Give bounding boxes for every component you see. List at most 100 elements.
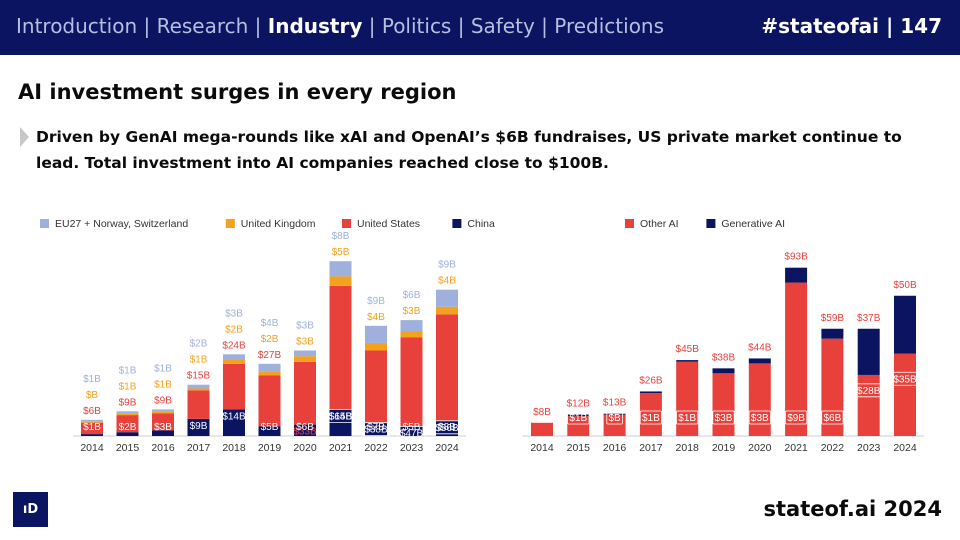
data-label-generative-ai: $9B <box>787 413 805 424</box>
data-label-box <box>748 410 771 425</box>
bar-generative-ai-2019 <box>712 368 735 374</box>
bar-generative-ai-2020 <box>748 358 771 364</box>
data-label-united-states: $38B <box>364 425 388 436</box>
nav-separator: | <box>451 14 471 38</box>
x-tick-label: 2018 <box>676 442 700 454</box>
x-tick-label: 2024 <box>893 442 917 454</box>
bar-china-2016 <box>152 430 174 436</box>
bar-eu27-norway-switzerland-2015 <box>116 411 139 414</box>
bar-china-2015 <box>116 432 139 436</box>
bar-generative-ai-2022 <box>821 328 844 339</box>
bar-china-2018 <box>223 409 245 436</box>
bar-other-ai-2022 <box>821 338 844 436</box>
bar-united-kingdom-2014 <box>81 421 103 423</box>
bar-other-ai-2024 <box>894 353 916 436</box>
bar-eu27-norway-switzerland-2014 <box>81 419 103 422</box>
x-tick-label: 2021 <box>329 442 353 454</box>
x-tick-label: 2017 <box>187 442 211 454</box>
data-label-china: $8B <box>438 422 456 433</box>
bar-eu27-norway-switzerland-2021 <box>329 261 352 277</box>
legend-label: Other AI <box>640 218 679 230</box>
data-label-box <box>676 410 699 425</box>
data-label-china: $5B <box>261 422 279 433</box>
bar-united-kingdom-2016 <box>152 411 174 414</box>
x-tick-label: 2019 <box>258 442 282 454</box>
bar-united-kingdom-2015 <box>116 413 139 416</box>
legend-label: China <box>467 218 495 230</box>
data-label-generative-ai: $35B <box>893 374 917 385</box>
bar-generative-ai-2024 <box>894 295 916 354</box>
data-label-box <box>854 383 883 398</box>
data-label-other-ai: $50B <box>893 280 917 291</box>
nav-separator: | <box>534 14 555 38</box>
data-label-united-states: $47B <box>400 429 424 440</box>
data-label-united-states: $9B <box>119 397 137 408</box>
data-label-united-states: $15B <box>187 371 211 382</box>
bar-other-ai-2023 <box>857 374 880 436</box>
bar-united-states-2015 <box>116 415 139 433</box>
bar-united-states-2021 <box>329 285 352 410</box>
data-label-generative-ai: $1B <box>642 413 660 424</box>
header-bar: Introduction | Research | Industry | Pol… <box>0 0 960 55</box>
data-label-generative-ai: $28B <box>857 386 881 397</box>
bar-united-kingdom-2022 <box>365 342 387 351</box>
bar-eu27-norway-switzerland-2022 <box>365 325 387 343</box>
bar-other-ai-2014 <box>531 422 553 436</box>
data-label-other-ai: $12B <box>567 399 591 410</box>
nav-item-industry[interactable]: Industry <box>267 14 363 38</box>
data-label-box <box>784 410 808 425</box>
nav-item-safety[interactable]: Safety <box>470 14 535 38</box>
bar-china-2017 <box>187 418 210 436</box>
data-label-box <box>397 426 426 440</box>
data-label-china: $14B <box>222 411 246 422</box>
data-label-other-ai: $93B <box>784 252 808 263</box>
nav-item-introduction[interactable]: Introduction <box>16 14 138 38</box>
data-label-eu27-norway-switzerland: $1B <box>83 374 101 385</box>
nav-item-politics[interactable]: Politics <box>381 14 452 38</box>
data-label-united-kingdom: $3B <box>296 337 314 348</box>
legend-swatch-united-states <box>342 219 351 228</box>
data-label-united-kingdom: $4B <box>367 312 385 323</box>
data-label-generative-ai: $3B <box>715 413 733 424</box>
data-label-eu27-norway-switzerland: $1B <box>119 365 137 376</box>
data-label-eu27-norway-switzerland: $1B <box>154 363 172 374</box>
data-label-united-states: $27B <box>258 350 282 361</box>
bar-china-2024 <box>436 420 458 436</box>
nav-item-research[interactable]: Research <box>156 14 249 38</box>
bar-other-ai-2021 <box>785 282 808 436</box>
bar-united-kingdom-2023 <box>400 331 423 338</box>
data-label-eu27-norway-switzerland: $8B <box>332 231 350 242</box>
x-tick-label: 2015 <box>567 442 591 454</box>
x-tick-label: 2021 <box>784 442 808 454</box>
bar-united-kingdom-2019 <box>258 371 281 376</box>
data-label-united-kingdom: $5B <box>332 247 350 258</box>
bar-china-2014 <box>81 434 103 436</box>
page-title: AI investment surges in every region <box>18 80 457 104</box>
data-label-other-ai: $44B <box>748 342 772 353</box>
data-label-eu27-norway-switzerland: $4B <box>261 318 279 329</box>
data-label-united-kingdom: $2B <box>225 324 243 335</box>
nav-item-predictions[interactable]: Predictions <box>554 14 665 38</box>
x-tick-label: 2020 <box>293 442 317 454</box>
nav-separator: | <box>248 14 268 38</box>
bullet-arrow-icon <box>20 127 29 147</box>
data-label-china: $5B <box>403 422 421 433</box>
bar-eu27-norway-switzerland-2024 <box>436 289 458 307</box>
legend-swatch-united-kingdom <box>225 219 235 228</box>
legend-label: United States <box>357 218 420 230</box>
data-label-box <box>639 410 662 425</box>
data-label-china: $7B <box>367 422 385 433</box>
data-label-china: $1B <box>83 422 101 433</box>
data-label-eu27-norway-switzerland: $6B <box>403 290 421 301</box>
data-label-generative-ai: $6B <box>824 413 842 424</box>
legend-item-united-states: United States <box>342 218 420 230</box>
bar-generative-ai-2018 <box>676 360 699 362</box>
legend-swatch-china <box>452 219 462 228</box>
nav-separator: | <box>362 14 382 38</box>
x-tick-label: 2016 <box>151 442 175 454</box>
data-label-box <box>606 410 623 425</box>
footer-text: stateof.ai 2024 <box>763 497 942 521</box>
data-label-other-ai: $45B <box>676 344 700 355</box>
data-label-china: $6B <box>296 422 314 433</box>
data-label-china: $9B <box>190 421 208 432</box>
